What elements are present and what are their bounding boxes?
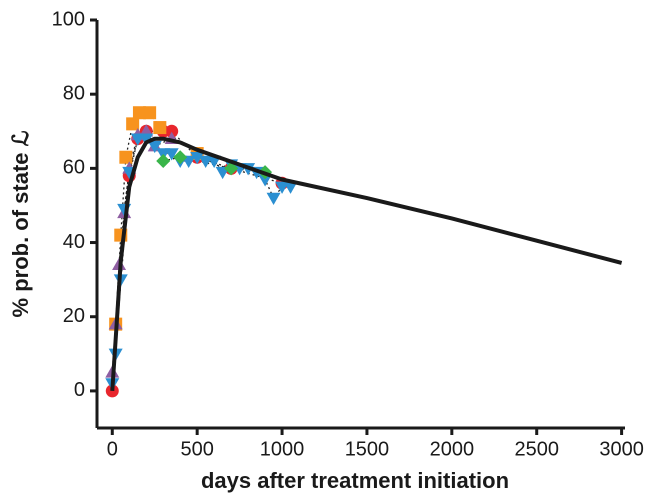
x-tick-label: 1000 <box>260 438 305 460</box>
x-tick-label: 1500 <box>345 438 390 460</box>
marker <box>156 153 171 168</box>
x-tick-label: 500 <box>180 438 213 460</box>
y-tick-label: 40 <box>63 231 85 253</box>
y-tick-label: 80 <box>63 82 85 104</box>
connector <box>111 130 283 391</box>
marker <box>119 150 133 164</box>
x-tick-label: 2500 <box>514 438 559 460</box>
marker <box>164 148 179 161</box>
y-axis-label: % prob. of state ℒ <box>8 130 33 317</box>
marker <box>132 106 146 120</box>
x-tick-label: 2000 <box>430 438 475 460</box>
marker <box>173 150 188 165</box>
y-tick-label: 100 <box>52 8 85 30</box>
marker <box>139 133 154 146</box>
marker <box>143 106 157 120</box>
marker <box>126 117 140 131</box>
marker <box>165 124 179 138</box>
x-tick-label: 0 <box>107 438 118 460</box>
x-tick-label: 3000 <box>599 438 644 460</box>
y-tick-label: 0 <box>74 379 85 401</box>
marker <box>258 174 273 187</box>
marker <box>153 121 167 135</box>
y-tick-label: 20 <box>63 305 85 327</box>
fit-line <box>110 136 623 392</box>
marker <box>283 181 298 194</box>
marker <box>190 151 205 165</box>
y-tick-label: 60 <box>63 157 85 179</box>
marker <box>266 192 281 206</box>
x-axis-label: days after treatment initiation <box>201 468 509 493</box>
marker <box>147 140 162 154</box>
